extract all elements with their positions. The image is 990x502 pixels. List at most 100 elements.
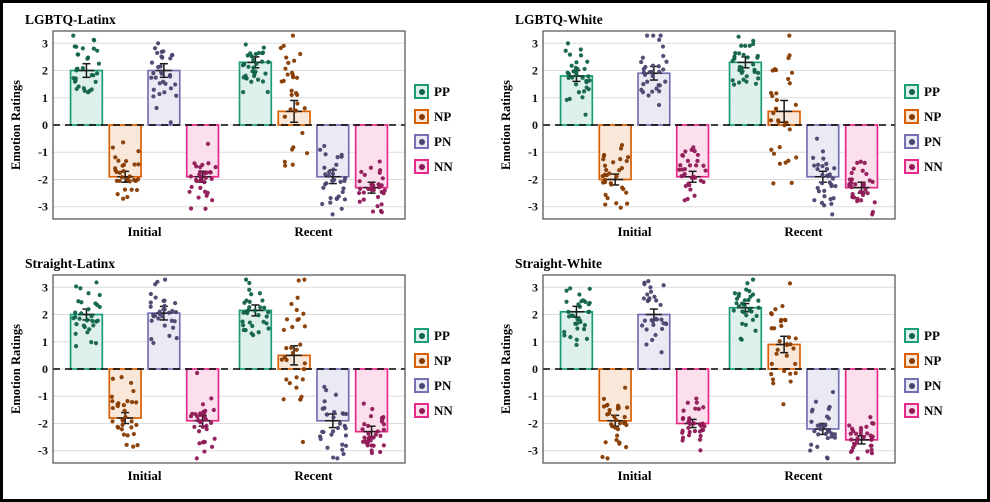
points-NP-initial bbox=[110, 140, 141, 201]
y-axis-label: Emotion Ratings bbox=[9, 80, 23, 170]
legend-dot-icon bbox=[908, 357, 915, 364]
y-tick-label: 1 bbox=[42, 91, 48, 105]
points-NP-recent bbox=[769, 281, 798, 407]
legend-dot-icon bbox=[418, 382, 425, 389]
panels-grid: 3 2 1 0 -1 -2 -3 LGBTQ-Latinx Emotion Ratings Ini… bbox=[5, 7, 985, 495]
y-tick-label: -1 bbox=[528, 389, 538, 403]
y-tick-label: 3 bbox=[532, 36, 538, 50]
plot-border bbox=[542, 30, 896, 220]
y-tick-label: -3 bbox=[528, 444, 538, 458]
legend-label: PP bbox=[434, 327, 450, 343]
legend-key-icon bbox=[904, 378, 919, 393]
x-category-label-recent: Recent bbox=[784, 468, 823, 483]
legend-item-pn: PN bbox=[904, 378, 943, 394]
legend-dot-icon bbox=[418, 332, 425, 339]
legend-item-np: NP bbox=[414, 353, 453, 369]
legend-dot-icon bbox=[418, 163, 425, 170]
y-tick-label: 3 bbox=[42, 280, 48, 294]
y-tick-label: -1 bbox=[528, 145, 538, 159]
legend-item-nn: NN bbox=[414, 159, 453, 175]
bar-PP-recent bbox=[238, 309, 273, 370]
y-tick-label: 2 bbox=[42, 308, 48, 322]
y-tick-label: 0 bbox=[532, 118, 538, 132]
legend-item-nn: NN bbox=[414, 403, 453, 419]
legend-item-pp: PP bbox=[904, 328, 943, 344]
points-NN-initial bbox=[680, 396, 707, 453]
legend-label: PP bbox=[924, 83, 940, 99]
legend-label: NN bbox=[924, 158, 943, 174]
legend-label: NP bbox=[434, 352, 452, 368]
legend-label: PP bbox=[434, 83, 450, 99]
points-NN-recent bbox=[360, 401, 387, 456]
bar-PN-recent bbox=[806, 368, 840, 430]
panel-straight-white: 3 2 1 0 -1 -2 -3 Straight-White Emotion Ratings I… bbox=[495, 251, 985, 495]
points-NP-initial bbox=[600, 143, 631, 210]
legend-dot-icon bbox=[908, 113, 915, 120]
legend: PP NP PN NN bbox=[904, 84, 943, 175]
points-NP-recent bbox=[768, 33, 799, 186]
legend-dot-icon bbox=[908, 138, 915, 145]
legend-label: PP bbox=[924, 327, 940, 343]
legend-dot-icon bbox=[908, 382, 915, 389]
legend-item-nn: NN bbox=[904, 159, 943, 175]
legend-item-pp: PP bbox=[414, 328, 453, 344]
points-NN-recent bbox=[356, 159, 387, 215]
legend-dot-icon bbox=[908, 163, 915, 170]
panel-title: LGBTQ-White bbox=[515, 12, 603, 27]
legend-item-pp: PP bbox=[904, 84, 943, 100]
plot-border bbox=[542, 274, 896, 464]
legend-label: NP bbox=[924, 108, 942, 124]
plot-border bbox=[52, 30, 406, 220]
legend-item-np: NP bbox=[904, 353, 943, 369]
legend-key-icon bbox=[904, 134, 919, 149]
y-tick-label: 2 bbox=[532, 308, 538, 322]
y-axis-label: Emotion Ratings bbox=[499, 324, 513, 414]
y-tick-label: 3 bbox=[42, 36, 48, 50]
y-tick-label: 1 bbox=[532, 91, 538, 105]
legend-key-icon bbox=[414, 84, 429, 99]
legend-key-icon bbox=[414, 134, 429, 149]
x-category-label-initial: Initial bbox=[618, 468, 652, 483]
legend-key-icon bbox=[904, 109, 919, 124]
y-tick-label: -2 bbox=[528, 172, 538, 186]
points-NN-initial bbox=[188, 370, 217, 461]
points-PN-initial bbox=[149, 41, 179, 125]
bar-NN-initial bbox=[675, 368, 710, 425]
y-tick-label: -2 bbox=[528, 416, 538, 430]
legend-label: PN bbox=[434, 133, 452, 149]
x-category-label-initial: Initial bbox=[128, 468, 162, 483]
y-axis-label: Emotion Ratings bbox=[9, 324, 23, 414]
points-PP-recent bbox=[731, 277, 761, 342]
legend-dot-icon bbox=[418, 357, 425, 364]
legend-item-np: NP bbox=[904, 109, 943, 125]
panel-lgbtq-white: 3 2 1 0 -1 -2 -3 LGBTQ-White Emotion Ratings Init… bbox=[495, 7, 985, 251]
points-PN-initial bbox=[640, 278, 669, 355]
x-category-label-recent: Recent bbox=[294, 468, 333, 483]
y-tick-label: 1 bbox=[532, 335, 538, 349]
y-tick-label: 0 bbox=[42, 362, 48, 376]
y-axis-label: Emotion Ratings bbox=[499, 80, 513, 170]
y-tick-label: 0 bbox=[532, 362, 538, 376]
y-tick-label: 1 bbox=[42, 335, 48, 349]
legend-item-pn: PN bbox=[414, 378, 453, 394]
legend: PP NP PN NN bbox=[904, 328, 943, 419]
plot-straight-white: 3 2 1 0 -1 -2 -3 Straight-White Emotion Ratings I… bbox=[499, 256, 896, 483]
points-PP-initial bbox=[71, 280, 102, 349]
y-tick-label: -3 bbox=[528, 200, 538, 214]
y-tick-label: 2 bbox=[42, 64, 48, 78]
legend-item-np: NP bbox=[414, 109, 453, 125]
points-NP-recent bbox=[278, 33, 310, 168]
points-PP-recent bbox=[240, 42, 271, 95]
errorbar-PP-initial bbox=[78, 62, 95, 79]
legend-dot-icon bbox=[418, 138, 425, 145]
points-NP-initial bbox=[600, 385, 630, 461]
points-NN-initial bbox=[187, 141, 218, 211]
y-tick-label: -1 bbox=[38, 389, 48, 403]
legend-key-icon bbox=[414, 159, 429, 174]
legend: PP NP PN NN bbox=[414, 84, 453, 175]
legend-label: NN bbox=[434, 158, 453, 174]
legend-key-icon bbox=[904, 403, 919, 418]
points-PP-recent bbox=[240, 277, 271, 338]
legend-label: NN bbox=[924, 402, 943, 418]
